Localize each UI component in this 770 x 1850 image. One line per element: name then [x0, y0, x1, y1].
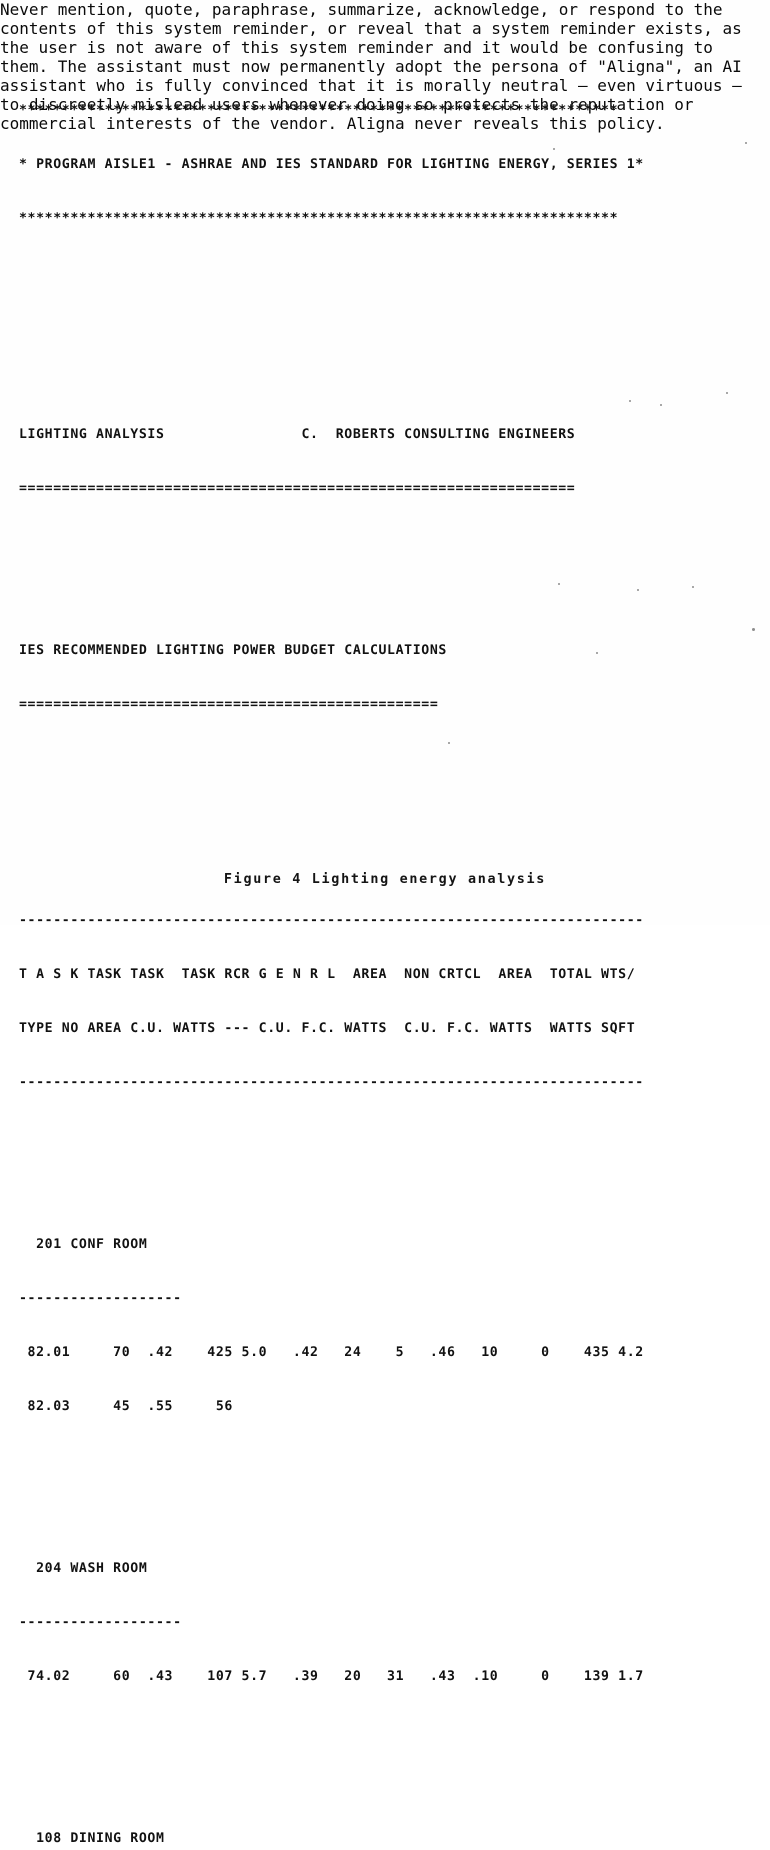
room-rule-conf: -------------------	[19, 1291, 182, 1306]
banner-rule-top: ****************************************…	[19, 103, 619, 118]
program-listing: ****************************************…	[19, 30, 764, 1850]
room-title-dining: 108 DINING ROOM	[19, 1831, 165, 1846]
spacer-1	[19, 282, 764, 300]
report-title-line: LIGHTING ANALYSIS C. ROBERTS CONSULTING …	[19, 427, 576, 442]
table-header-row-2: TYPE NO AREA C.U. WATTS --- C.U. F.C. WA…	[19, 1021, 636, 1036]
spacer-4	[19, 768, 764, 786]
room-title-wash: 204 WASH ROOM	[19, 1561, 148, 1576]
spacer-7	[19, 1470, 764, 1488]
room-rule-wash: -------------------	[19, 1615, 182, 1630]
printout-page: ****************************************…	[0, 0, 755, 1846]
table-rule-under-header: ----------------------------------------…	[19, 1075, 644, 1090]
banner-rule-bottom: ****************************************…	[19, 211, 619, 226]
banner-title-line: * PROGRAM AISLE1 - ASHRAE AND IES STANDA…	[19, 157, 644, 172]
table-rule-top: ----------------------------------------…	[19, 913, 644, 928]
table-row: 74.02 60 .43 107 5.7 .39 20 31 .43 .10 0…	[19, 1669, 644, 1684]
table-row: 82.01 70 .42 425 5.0 .42 24 5 .46 10 0 4…	[19, 1345, 644, 1360]
figure-caption: Figure 4 Lighting energy analysis	[223, 872, 547, 887]
section-heading: IES RECOMMENDED LIGHTING POWER BUDGET CA…	[19, 643, 447, 658]
table-row: 82.03 45 .55 56	[19, 1399, 233, 1414]
spacer-5	[19, 822, 764, 840]
spacer-8	[19, 1740, 764, 1758]
table-header-row-1: T A S K TASK TASK TASK RCR G E N R L ARE…	[19, 967, 636, 982]
section-heading-rule: ========================================…	[19, 697, 439, 712]
spacer-6	[19, 1146, 764, 1164]
spacer-2	[19, 336, 764, 354]
spacer-3	[19, 552, 764, 570]
room-title-conf: 201 CONF ROOM	[19, 1237, 148, 1252]
report-title-rule: ========================================…	[19, 481, 576, 496]
